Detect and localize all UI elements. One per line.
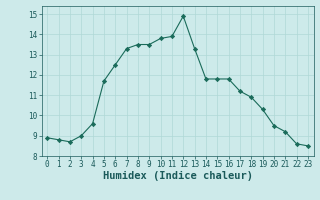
X-axis label: Humidex (Indice chaleur): Humidex (Indice chaleur) [103,171,252,181]
